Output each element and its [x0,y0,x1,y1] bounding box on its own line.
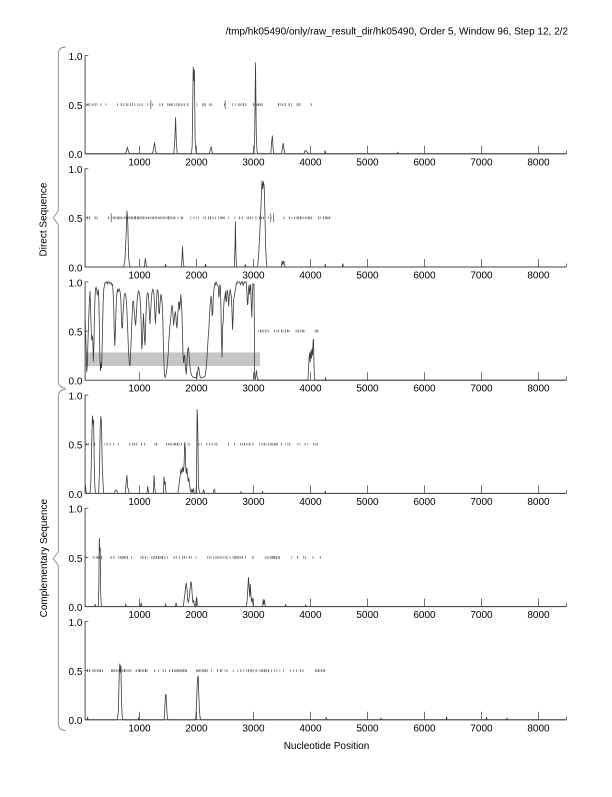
svg-text:0.0: 0.0 [68,377,82,388]
svg-text:7000: 7000 [470,610,493,621]
svg-text:1.0: 1.0 [68,52,82,63]
svg-text:/tmp/hk05490/only/raw_result_d: /tmp/hk05490/only/raw_result_dir/hk05490… [226,27,569,38]
svg-text:1000: 1000 [128,157,151,168]
svg-text:4000: 4000 [299,384,322,395]
svg-text:0.5: 0.5 [68,327,82,338]
svg-text:6000: 6000 [413,497,436,508]
svg-text:3000: 3000 [242,610,265,621]
svg-text:1000: 1000 [128,497,151,508]
svg-text:6000: 6000 [413,384,436,395]
svg-text:0.5: 0.5 [68,101,82,112]
svg-text:2000: 2000 [185,384,208,395]
svg-text:4000: 4000 [299,723,322,734]
svg-text:1.0: 1.0 [68,505,82,516]
svg-text:5000: 5000 [356,271,379,282]
svg-text:6000: 6000 [413,610,436,621]
svg-text:6000: 6000 [413,723,436,734]
svg-text:4000: 4000 [299,610,322,621]
svg-text:2000: 2000 [185,723,208,734]
svg-text:0.5: 0.5 [68,441,82,452]
svg-text:7000: 7000 [470,723,493,734]
svg-text:Complementary Sequence: Complementary Sequence [39,499,50,618]
svg-text:4000: 4000 [299,157,322,168]
svg-text:0.0: 0.0 [68,263,82,274]
svg-text:7000: 7000 [470,497,493,508]
svg-text:8000: 8000 [527,497,550,508]
svg-text:1000: 1000 [128,610,151,621]
svg-text:0.5: 0.5 [68,214,82,225]
svg-text:8000: 8000 [527,610,550,621]
svg-text:8000: 8000 [527,384,550,395]
svg-text:3000: 3000 [242,384,265,395]
svg-text:7000: 7000 [470,384,493,395]
svg-text:5000: 5000 [356,610,379,621]
svg-text:8000: 8000 [527,271,550,282]
svg-text:3000: 3000 [242,271,265,282]
svg-text:2000: 2000 [185,610,208,621]
svg-text:6000: 6000 [413,271,436,282]
svg-text:5000: 5000 [356,384,379,395]
svg-text:4000: 4000 [299,271,322,282]
svg-text:4000: 4000 [299,497,322,508]
svg-text:0.0: 0.0 [68,490,82,501]
svg-text:1000: 1000 [128,271,151,282]
svg-text:Nucleotide Position: Nucleotide Position [284,741,370,752]
svg-text:3000: 3000 [242,157,265,168]
svg-text:3000: 3000 [242,497,265,508]
svg-text:Direct Sequence: Direct Sequence [38,182,49,256]
svg-text:7000: 7000 [470,271,493,282]
svg-text:1.0: 1.0 [68,392,82,403]
svg-text:1000: 1000 [128,384,151,395]
svg-text:8000: 8000 [527,723,550,734]
svg-text:1.0: 1.0 [68,165,82,176]
svg-text:2000: 2000 [185,497,208,508]
svg-text:2000: 2000 [185,271,208,282]
svg-text:8000: 8000 [527,157,550,168]
svg-text:5000: 5000 [356,723,379,734]
svg-text:1000: 1000 [128,723,151,734]
svg-text:0.5: 0.5 [68,667,82,678]
svg-text:0.0: 0.0 [68,716,82,727]
svg-text:0.0: 0.0 [68,603,82,614]
svg-text:0.0: 0.0 [68,150,82,161]
svg-text:5000: 5000 [356,157,379,168]
svg-text:3000: 3000 [242,723,265,734]
svg-text:0.5: 0.5 [68,554,82,565]
svg-text:5000: 5000 [356,497,379,508]
svg-text:6000: 6000 [413,157,436,168]
svg-text:2000: 2000 [185,157,208,168]
svg-text:1.0: 1.0 [68,278,82,289]
svg-text:1.0: 1.0 [68,618,82,629]
svg-text:7000: 7000 [470,157,493,168]
